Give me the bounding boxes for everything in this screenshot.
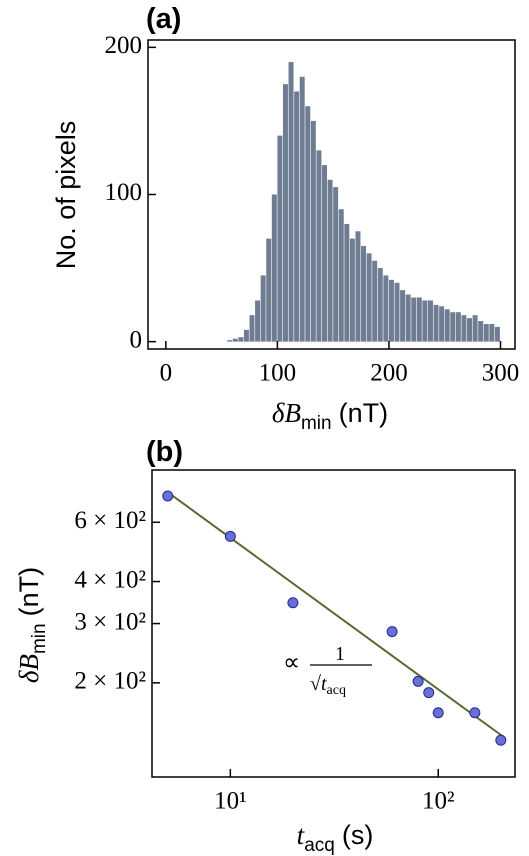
- fit-line: [167, 491, 506, 739]
- bar: [372, 260, 378, 342]
- bar: [483, 323, 489, 342]
- label-sub: acq: [304, 835, 335, 856]
- bar: [310, 120, 316, 342]
- bar: [277, 135, 283, 342]
- annotation-numerator: 1: [335, 643, 345, 665]
- bar: [461, 315, 467, 342]
- y-axis-label: No. of pixels: [51, 121, 81, 270]
- label-main: δB: [14, 654, 44, 683]
- annotation-denominator: √tacq: [310, 673, 346, 698]
- bar: [288, 62, 294, 342]
- y-tick-label: 0: [130, 326, 143, 353]
- bar: [422, 300, 428, 342]
- bar: [433, 304, 439, 342]
- bar: [299, 76, 305, 342]
- y-axis-label: δBmin (nT): [14, 567, 50, 683]
- annotation: ∝ 1 √tacq: [283, 643, 372, 698]
- point: [224, 530, 236, 542]
- bar: [450, 312, 456, 342]
- bar: [478, 321, 484, 342]
- bar: [238, 337, 244, 342]
- bar: [427, 300, 433, 342]
- label-main: t: [297, 820, 306, 850]
- bar: [439, 306, 445, 342]
- sub: acq: [327, 683, 346, 698]
- bar: [400, 290, 406, 342]
- root: √: [310, 673, 321, 695]
- bar: [416, 297, 422, 342]
- bar: [282, 84, 288, 342]
- bar: [271, 194, 277, 342]
- bar: [394, 282, 400, 342]
- bar: [327, 179, 333, 342]
- bar: [361, 246, 367, 342]
- label-unit: (nT): [14, 567, 44, 617]
- point: [287, 597, 299, 609]
- x-tick-label: 10¹: [214, 788, 247, 815]
- y-tick-label: 4 × 10²: [74, 566, 146, 593]
- bar: [322, 165, 327, 342]
- y-tick-label: 100: [105, 179, 143, 206]
- bar: [411, 297, 417, 342]
- point: [162, 490, 174, 502]
- axes-frame: [151, 469, 516, 778]
- y-tick-label: 200: [105, 32, 143, 59]
- bar: [344, 223, 350, 342]
- bar: [377, 268, 383, 342]
- bar: [494, 326, 500, 342]
- bar: [405, 294, 411, 342]
- bar: [232, 338, 238, 342]
- bar: [338, 209, 344, 342]
- bar: [489, 323, 495, 342]
- bar: [260, 275, 266, 342]
- point: [495, 734, 507, 746]
- x-tick-label: 200: [370, 360, 408, 387]
- bar: [467, 318, 473, 342]
- label-unit: (nT): [339, 398, 389, 428]
- bar: [333, 187, 339, 342]
- label-sub: min: [29, 623, 50, 654]
- label-unit: (s): [342, 820, 373, 850]
- x-axis-label: tacq (s): [297, 820, 374, 856]
- var: t: [321, 673, 327, 695]
- bar: [243, 329, 249, 342]
- label-main: δB: [272, 398, 301, 428]
- x-axis-label: δBmin (nT): [272, 398, 388, 434]
- x-tick-label: 100: [259, 360, 297, 387]
- bar: [388, 279, 394, 342]
- bar: [316, 150, 322, 342]
- bar: [227, 340, 233, 342]
- point: [386, 626, 398, 638]
- bar: [444, 309, 450, 342]
- bar: [255, 300, 261, 342]
- bar: [355, 231, 361, 342]
- x-tick-label: 10²: [422, 788, 455, 815]
- point: [423, 687, 435, 699]
- bar: [294, 91, 300, 342]
- panel-label: (a): [146, 3, 181, 35]
- point: [432, 707, 444, 719]
- panel-label: (b): [146, 436, 183, 468]
- point: [412, 675, 424, 687]
- y-tick-label: 3 × 10²: [74, 608, 146, 635]
- bar: [249, 315, 255, 342]
- bar: [305, 106, 311, 342]
- point: [469, 707, 481, 719]
- bar: [366, 253, 372, 342]
- bar: [455, 312, 461, 342]
- y-tick-label: 2 × 10²: [74, 668, 146, 695]
- bar: [349, 238, 355, 342]
- x-tick-label: 300: [482, 360, 520, 387]
- bar: [266, 238, 272, 342]
- bar: [472, 315, 478, 342]
- y-tick-label: 6 × 10²: [74, 507, 146, 534]
- bar: [383, 275, 389, 342]
- label-sub: min: [301, 413, 332, 434]
- x-tick-label: 0: [160, 360, 173, 387]
- annotation-symbol: ∝: [283, 650, 300, 676]
